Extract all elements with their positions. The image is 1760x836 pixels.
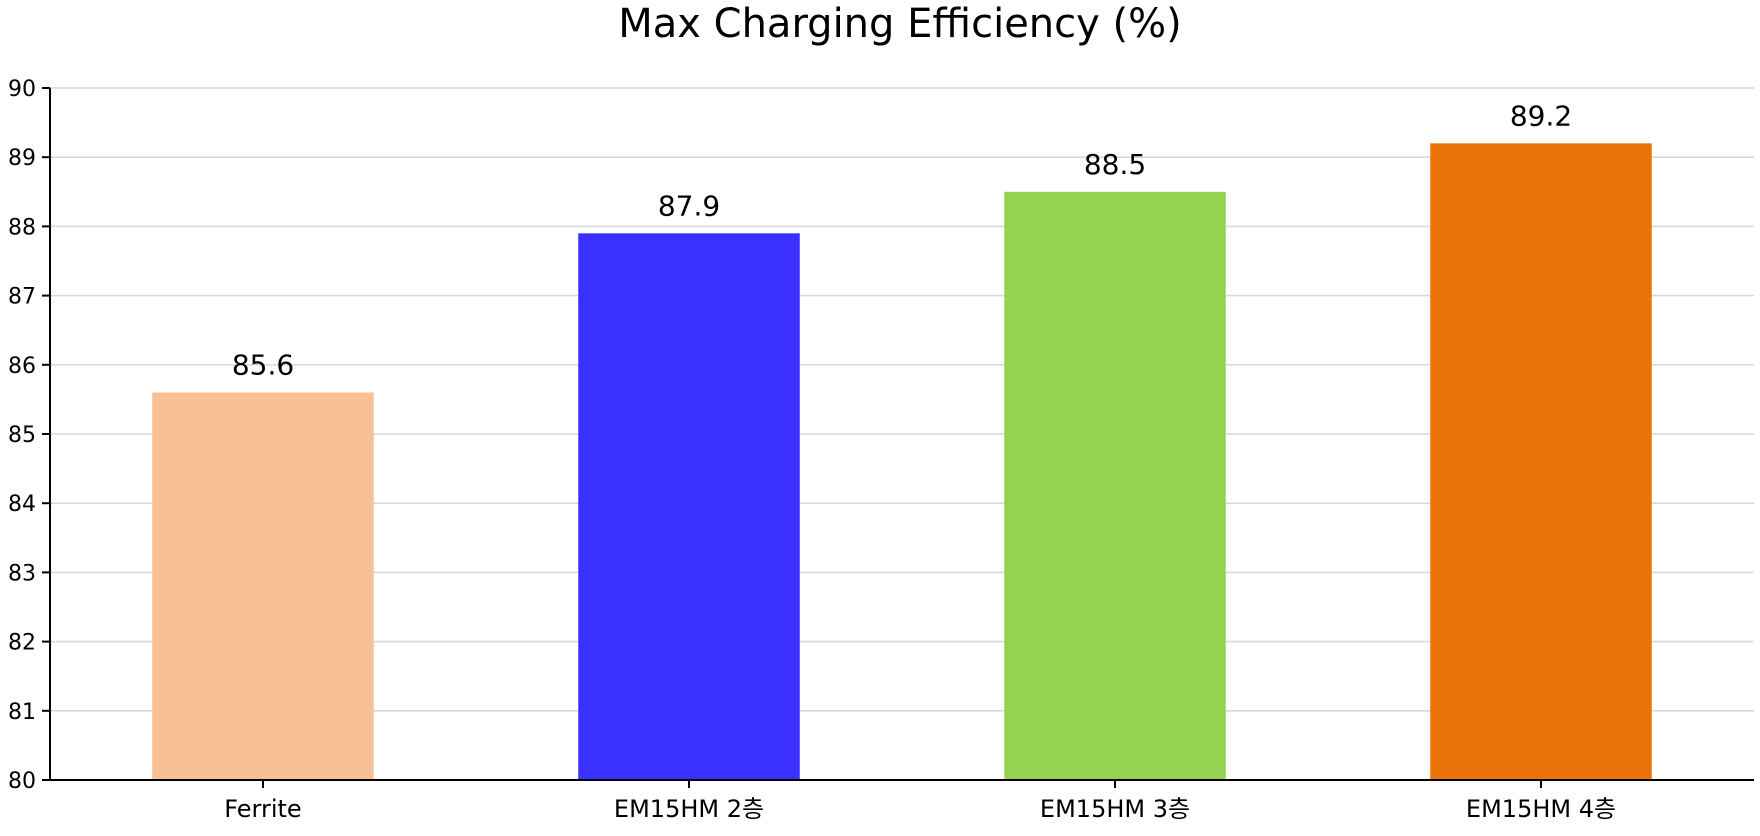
y-tick-label: 81	[8, 700, 36, 725]
data-label: 85.6	[232, 348, 294, 381]
y-tick-label: 90	[8, 77, 36, 102]
y-tick-label: 89	[8, 146, 36, 171]
x-tick-label: Ferrite	[224, 795, 301, 823]
y-tick-label: 84	[8, 492, 36, 517]
data-label: 88.5	[1084, 148, 1146, 181]
y-tick-label: 88	[8, 215, 36, 240]
y-tick-label: 83	[8, 561, 36, 586]
axes: 80 81 82 83 84 85 86 87 88 89 90 Ferrite EM15HM 2층 EM…	[8, 77, 1754, 823]
x-tick-label: EM15HM 4층	[1466, 795, 1616, 823]
chart-title: Max Charging Efficiency (%)	[618, 1, 1182, 47]
data-label: 89.2	[1510, 99, 1572, 132]
y-tick-label: 85	[8, 423, 36, 448]
data-label: 87.9	[658, 189, 720, 222]
bar	[1430, 143, 1652, 781]
bar	[1004, 191, 1226, 781]
bars	[152, 143, 1652, 781]
bar	[578, 233, 800, 780]
bar	[152, 392, 374, 780]
y-tick-label: 86	[8, 354, 36, 379]
x-tick-label: EM15HM 3층	[1040, 795, 1190, 823]
data-labels: 85.6 87.9 88.5 89.2	[232, 99, 1572, 381]
y-tick-label: 82	[8, 631, 36, 656]
y-tick-label: 87	[8, 285, 36, 310]
x-tick-label: EM15HM 2층	[614, 795, 764, 823]
y-tick-label: 80	[8, 769, 36, 794]
